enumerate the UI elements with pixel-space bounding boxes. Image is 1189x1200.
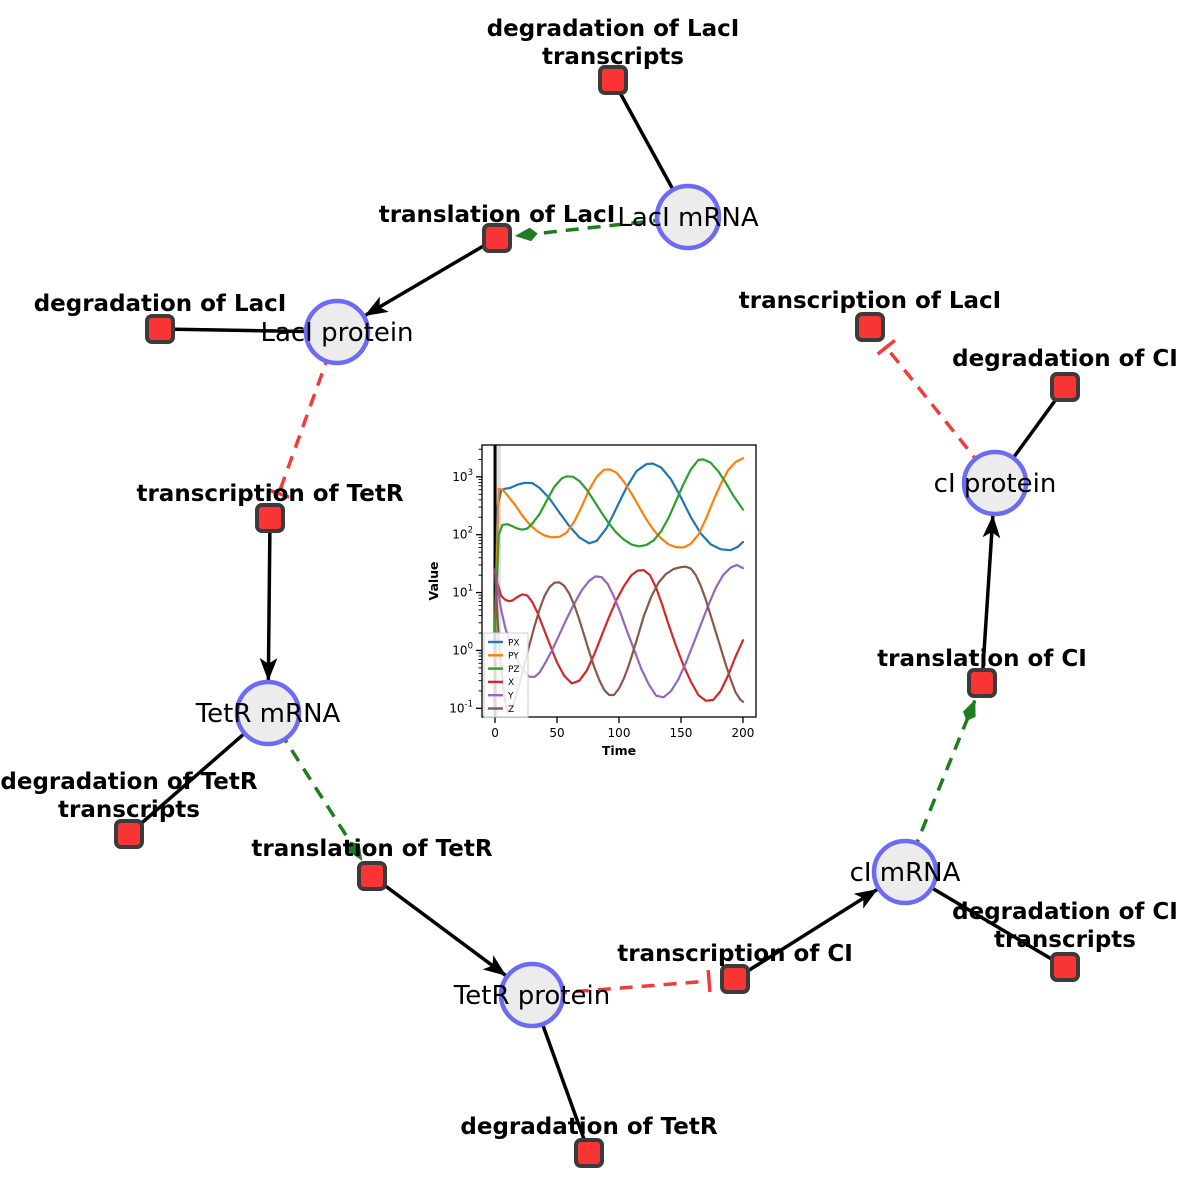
legend-label-PY: PY — [508, 652, 519, 662]
reaction-node-transcription-laci — [855, 312, 885, 342]
legend-box — [483, 632, 529, 718]
x-tick-150: 150 — [670, 726, 693, 740]
labels-layer: LacI mRNA LacI protein cI protein TetR mRNA… — [0, 16, 1177, 1140]
edge-translation-ci-to-ci-protein — [980, 514, 1001, 684]
reaction-label-deg-ci-line1: degradation of CI — [952, 346, 1178, 372]
y-axis-label: Value — [426, 561, 441, 600]
x-tick-100: 100 — [608, 726, 631, 740]
species-label-tetr-mrna: TetR mRNA — [195, 699, 341, 729]
legend: PX PY PZ XYZ — [483, 632, 529, 718]
series-PX — [493, 462, 745, 635]
legend-label-Y: Y — [507, 692, 514, 702]
species-node-laci-mrna — [654, 183, 722, 251]
legend-label-Z: Z — [508, 705, 514, 715]
edge-transcription-tetr-to-tetr-mrna — [259, 517, 278, 682]
species-node-ci-protein — [961, 449, 1029, 517]
legend-label-PZ: PZ — [508, 665, 520, 675]
y-tick-1e-1: 10-1 — [449, 699, 473, 715]
reaction-node-deg-ci — [1050, 372, 1080, 402]
species-label-laci-mrna: LacI mRNA — [617, 203, 758, 233]
species-label-ci-mrna: cI mRNA — [850, 858, 961, 888]
reaction-node-deg-laci — [145, 314, 175, 344]
inhibition-tbar-transcription-laci — [876, 339, 896, 356]
series-layer — [493, 457, 745, 714]
y-tick-1e0: 100 — [452, 641, 473, 657]
series-PZ — [493, 458, 745, 635]
reaction-label-deg-ci-transcripts-line2: transcripts — [994, 927, 1136, 953]
reaction-label-translation-ci-line1: translation of CI — [877, 646, 1087, 672]
timecourse-inset-chart: 0 50 100 150 200 Time 10-1 100 101 102 103 Value PX P… — [424, 433, 774, 763]
y-tick-1e3: 103 — [452, 468, 473, 484]
x-axis-label: Time — [602, 743, 636, 758]
reaction-node-transcription-tetr — [255, 503, 285, 533]
x-axis: 0 50 100 150 200 Time — [491, 717, 754, 758]
reaction-label-deg-tetr-transcripts-line2: transcripts — [58, 797, 200, 823]
series-X — [493, 568, 745, 702]
legend-label-X: X — [508, 678, 514, 688]
reaction-label-deg-laci-line1: degradation of LacI — [34, 291, 287, 317]
species-node-tetr-mrna — [234, 679, 302, 747]
reaction-label-transcription-tetr-line1: transcription of TetR — [136, 481, 403, 507]
edge-translation-laci-to-laci-protein — [364, 236, 498, 317]
reaction-label-translation-laci-line1: translation of LacI — [379, 202, 616, 228]
reaction-label-deg-tetr-transcripts-line1: degradation of TetR — [0, 769, 257, 795]
edge-translation-tetr-to-tetr-protein — [370, 874, 507, 977]
reaction-label-deg-laci-transcripts-line1: degradation of LacI — [487, 16, 740, 42]
reaction-node-deg-tetr-transcripts — [114, 819, 144, 849]
reaction-label-deg-tetr-line1: degradation of TetR — [460, 1114, 717, 1140]
reaction-node-deg-laci-transcripts — [598, 65, 628, 95]
species-node-tetr-protein — [498, 961, 566, 1029]
reaction-node-translation-tetr — [357, 861, 387, 891]
legend-label-PX: PX — [508, 638, 520, 648]
species-label-ci-protein: cI protein — [934, 469, 1057, 499]
edge-transcription-ci-to-ci-mrna — [734, 888, 879, 981]
y-tick-1e2: 102 — [452, 526, 473, 542]
inhibition-tbar-transcription-ci — [706, 969, 712, 993]
reaction-label-transcription-laci-line1: transcription of LacI — [739, 288, 1002, 314]
reaction-label-translation-tetr-line1: translation of TetR — [251, 836, 492, 862]
species-label-tetr-protein: TetR protein — [453, 981, 610, 1011]
reaction-label-transcription-ci-line1: transcription of CI — [617, 941, 853, 967]
x-tick-200: 200 — [732, 726, 755, 740]
series-PY — [493, 457, 745, 635]
species-node-ci-mrna — [871, 838, 939, 906]
inhibition-tbar-transcription-tetr — [267, 488, 290, 499]
y-tick-1e1: 101 — [452, 584, 473, 600]
species-label-laci-protein: LacI protein — [260, 318, 413, 348]
timecourse-plot: 0 50 100 150 200Time10-1100101102103ValuePXP… — [426, 444, 757, 758]
reaction-node-deg-ci-transcripts — [1050, 952, 1080, 982]
reaction-label-deg-ci-transcripts-line1: degradation of CI — [952, 899, 1178, 925]
y-axis: 10-1 100 101 102 103 Value — [426, 448, 482, 715]
reaction-node-transcription-ci — [720, 964, 750, 994]
reaction-node-translation-laci — [482, 223, 512, 253]
reaction-node-deg-tetr — [574, 1138, 604, 1168]
species-node-laci-protein — [303, 298, 371, 366]
nodes-layer — [114, 65, 1080, 1168]
reaction-label-deg-laci-transcripts-line2: transcripts — [542, 44, 684, 70]
reaction-node-translation-ci — [967, 668, 997, 698]
x-tick-50: 50 — [549, 726, 564, 740]
x-tick-0: 0 — [491, 726, 499, 740]
